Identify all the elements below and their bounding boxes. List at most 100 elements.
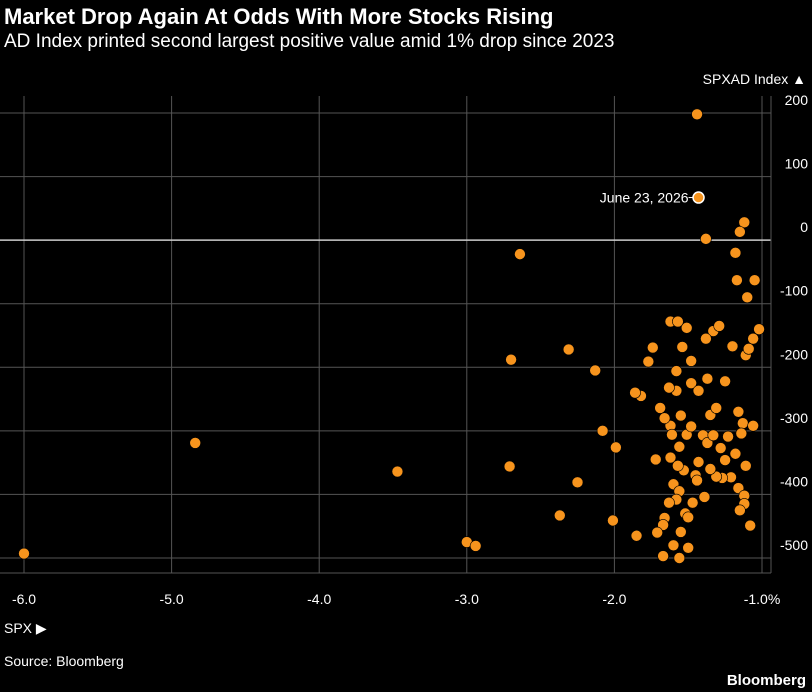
x-tick-label: -6.0: [12, 591, 36, 607]
data-point: [610, 441, 622, 454]
data-point: [676, 341, 689, 353]
data-point: [704, 463, 717, 475]
y-tick-label: -400: [780, 473, 808, 489]
data-point: [731, 274, 743, 286]
data-point: [744, 519, 756, 532]
data-point: [670, 365, 683, 377]
data-point: [666, 428, 678, 441]
annotation-label: June 23, 2026: [600, 190, 689, 206]
data-point: [735, 427, 748, 440]
data-point: [18, 547, 30, 560]
data-point: [710, 470, 723, 483]
data-point: [553, 509, 566, 522]
data-point: [657, 519, 669, 531]
data-point: [514, 248, 526, 260]
data-point: [737, 417, 749, 430]
y-tick-label: 0: [800, 219, 808, 235]
data-point: [672, 460, 684, 472]
x-axis-label: SPX ▶: [4, 620, 47, 636]
data-point: [658, 412, 671, 424]
data-point: [700, 332, 712, 345]
data-point: [672, 315, 684, 328]
data-point: [630, 529, 643, 542]
data-point: [729, 447, 742, 460]
y-tick-label: -200: [780, 346, 808, 362]
data-point: [682, 542, 695, 554]
data-point: [714, 442, 727, 454]
x-tick-label: -1.0%: [744, 591, 781, 607]
data-point: [734, 504, 746, 517]
data-point: [726, 340, 739, 353]
bloomberg-logo: Bloomberg: [726, 672, 806, 689]
data-point: [682, 511, 695, 524]
data-point: [692, 385, 705, 397]
data-point: [469, 540, 482, 552]
data-point: [691, 108, 703, 121]
data-point: [649, 453, 662, 466]
data-point: [707, 429, 720, 442]
data-point: [719, 454, 731, 466]
data-point: [673, 440, 686, 453]
chart-subtitle: AD Index printed second largest positive…: [4, 31, 615, 52]
data-point: [719, 375, 731, 388]
data-point: [391, 465, 404, 478]
data-point: [589, 364, 602, 377]
data-point: [739, 460, 752, 472]
data-point: [734, 226, 746, 238]
data-point: [732, 482, 745, 494]
x-tick-label: -5.0: [160, 591, 184, 607]
y-tick-label: 100: [785, 156, 809, 172]
data-point: [675, 409, 687, 422]
highlighted-data-point: [692, 191, 705, 204]
data-point: [503, 460, 516, 473]
data-point: [710, 402, 723, 414]
data-point: [701, 372, 714, 385]
data-point: [741, 291, 754, 304]
data-point: [651, 526, 664, 539]
x-tick-label: -2.0: [602, 591, 626, 607]
data-point: [742, 343, 755, 355]
data-point: [673, 552, 686, 564]
data-point: [607, 514, 619, 527]
y-axis-label: SPXAD Index ▲: [702, 71, 806, 87]
data-point: [675, 526, 687, 538]
data-point: [629, 386, 641, 399]
data-point: [663, 381, 675, 394]
data-point: [713, 320, 725, 332]
data-point: [700, 233, 712, 245]
source-note: Source: Bloomberg: [4, 653, 124, 669]
data-point: [505, 353, 517, 366]
y-tick-label: -300: [780, 410, 808, 426]
data-point: [667, 539, 680, 552]
y-tick-label: -500: [780, 537, 808, 553]
data-point: [747, 419, 759, 432]
data-point: [664, 451, 677, 464]
data-point: [732, 405, 745, 418]
data-point: [189, 437, 202, 449]
data-point: [685, 420, 697, 433]
data-point: [729, 247, 742, 259]
data-point: [663, 496, 675, 509]
data-point: [596, 425, 609, 437]
chart-title: Market Drop Again At Odds With More Stoc…: [4, 4, 554, 29]
data-point: [562, 343, 575, 356]
data-point: [680, 322, 693, 334]
data-point: [685, 355, 697, 367]
data-point: [722, 430, 734, 443]
data-point: [748, 274, 761, 286]
y-tick-label: 200: [785, 92, 809, 108]
y-tick-label: -100: [780, 283, 808, 299]
x-tick-label: -4.0: [307, 591, 331, 607]
data-point: [701, 437, 714, 449]
data-point: [698, 491, 711, 503]
data-point: [686, 496, 699, 509]
data-point: [646, 341, 659, 354]
data-point: [738, 216, 751, 229]
data-point: [685, 377, 697, 389]
data-point: [657, 550, 669, 562]
data-point: [747, 332, 759, 345]
data-point: [692, 456, 705, 468]
data-point: [654, 402, 666, 414]
x-tick-label: -3.0: [455, 591, 479, 607]
